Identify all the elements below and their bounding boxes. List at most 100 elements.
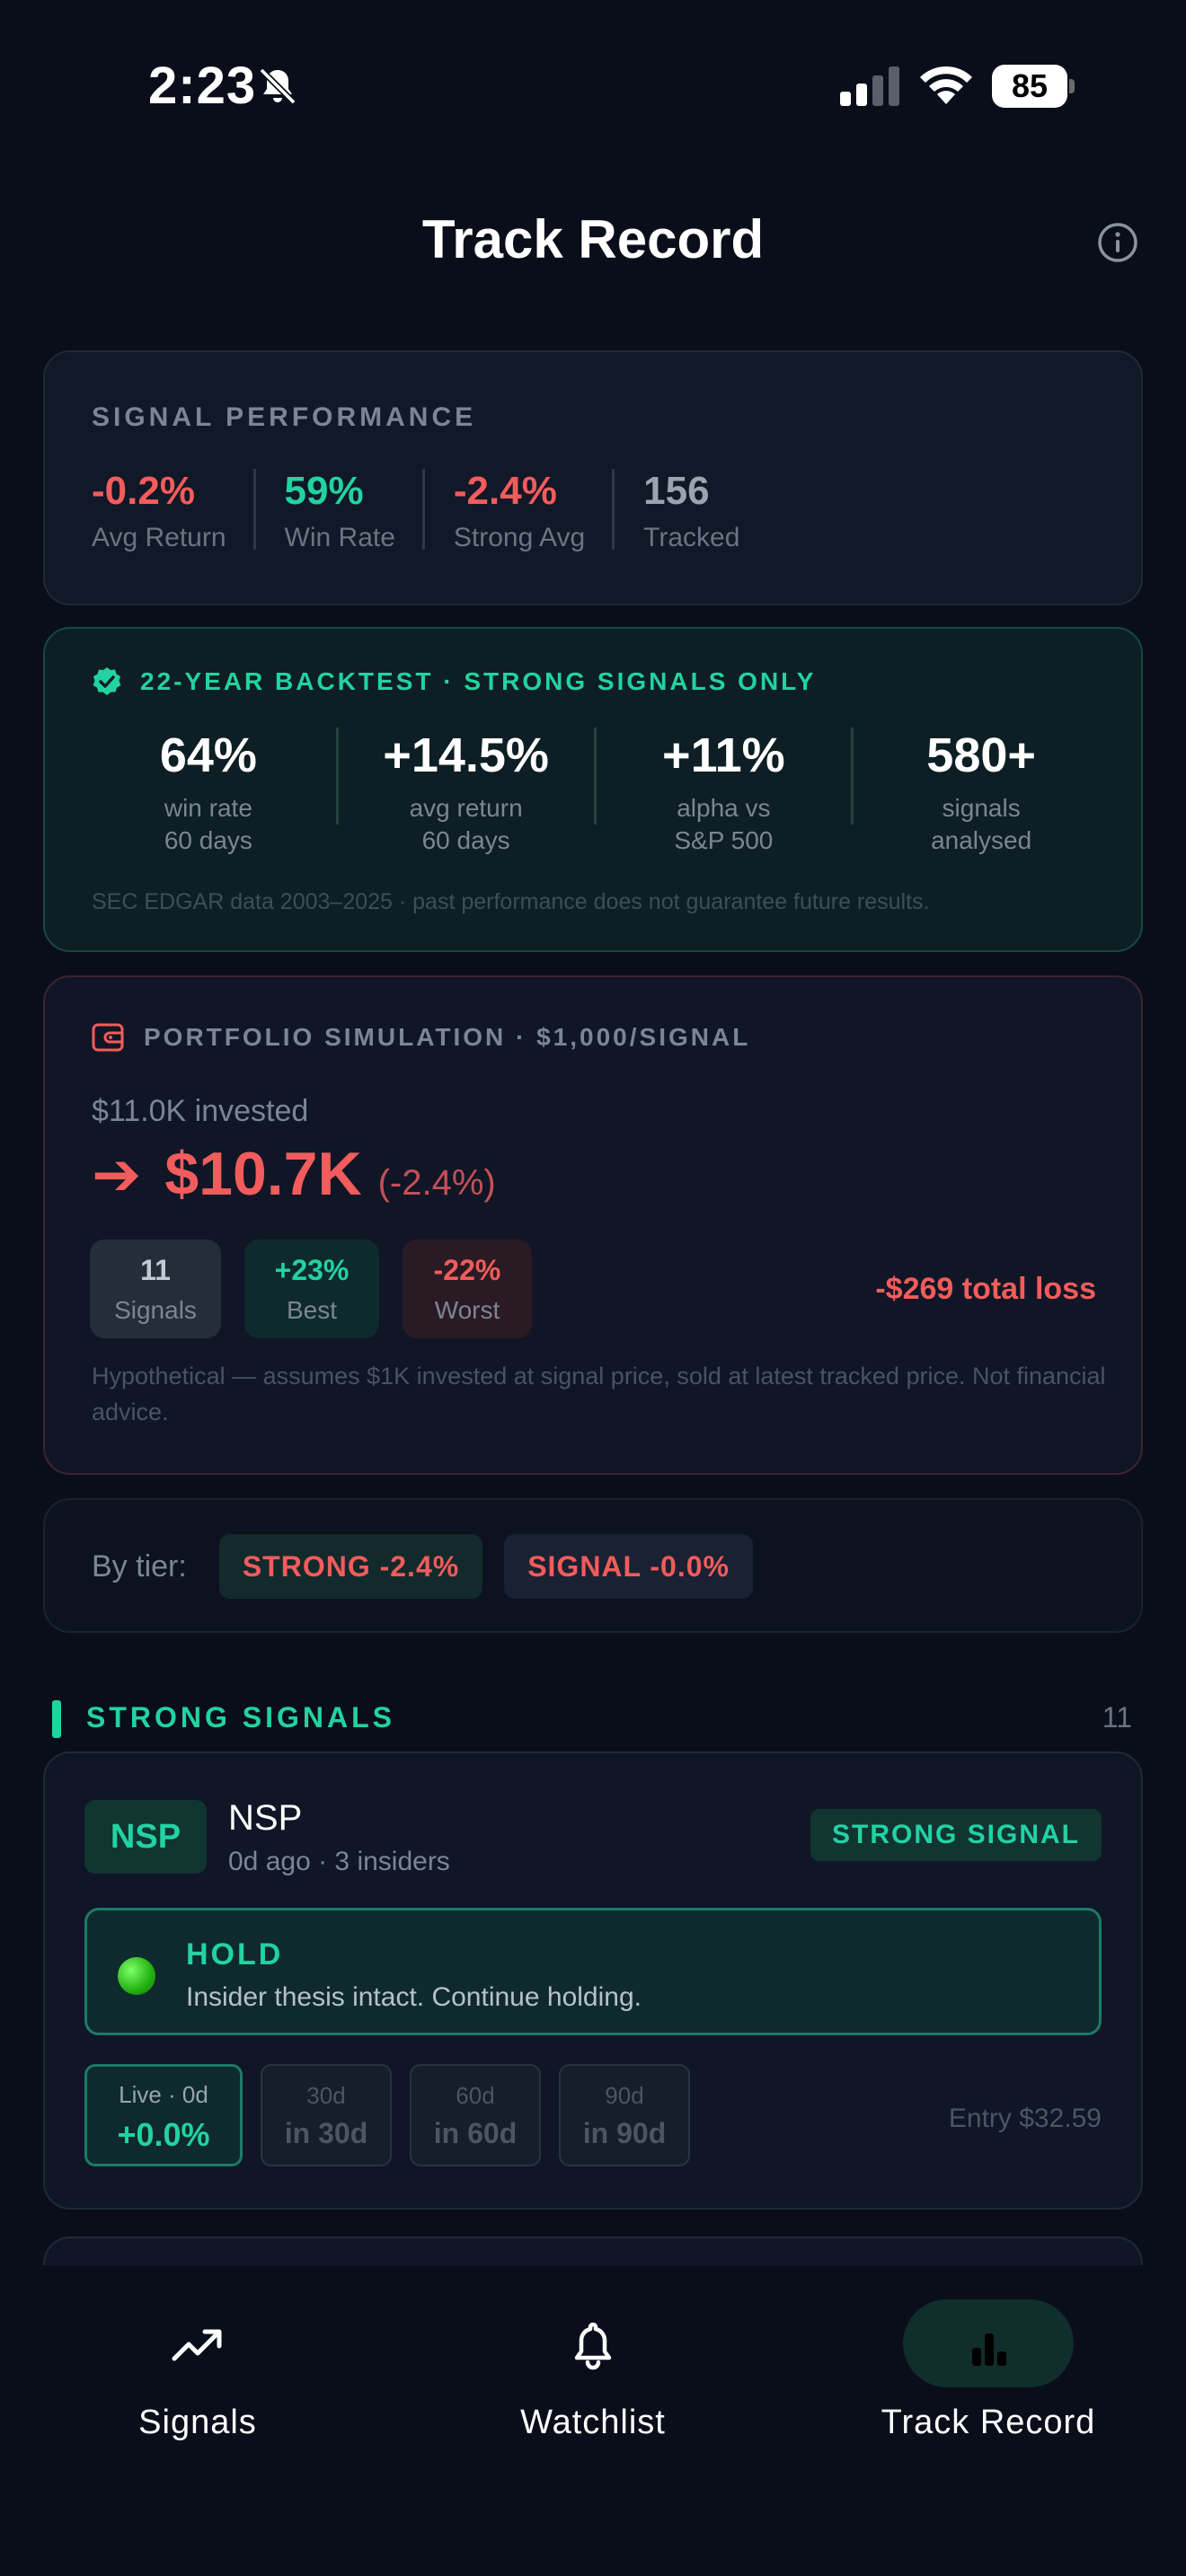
stat-tracked: 156 Tracked — [643, 469, 766, 552]
backtest-title: 22-YEAR BACKTEST · STRONG SIGNALS ONLY — [140, 667, 817, 695]
portfolio-header: PORTFOLIO SIMULATION · $1,000/SIGNAL — [92, 1022, 750, 1053]
info-icon[interactable] — [1096, 221, 1139, 264]
portfolio-total: -$269 total loss — [875, 1272, 1096, 1306]
portfolio-footnote: Hypothetical — assumes $1K invested at s… — [92, 1363, 1106, 1425]
backtest-stat-value: 64% — [159, 728, 257, 782]
backtest-stat-label: avg return 60 days — [409, 794, 523, 854]
hold-description: Insider thesis intact. Continue holding. — [186, 1982, 642, 2012]
period-live[interactable]: Live · 0d +0.0% — [84, 2064, 243, 2166]
stat-label: Avg Return — [92, 523, 226, 552]
hold-status-box: HOLD Insider thesis intact. Continue hol… — [84, 1908, 1102, 2035]
stat-strong-avg: -2.4% Strong Avg — [453, 469, 615, 552]
tab-watchlist[interactable]: Watchlist — [449, 2299, 737, 2442]
backtest-stat-signals: 580+ signals analysed — [854, 728, 1109, 854]
tier-label: By tier: — [92, 1548, 187, 1584]
tab-label: Watchlist — [520, 2404, 666, 2441]
bar-chart-icon — [972, 2333, 1006, 2366]
period-top: 60d — [456, 2082, 495, 2109]
bell-icon — [574, 2322, 612, 2370]
stat-win-rate: 59% Win Rate — [284, 469, 425, 552]
tab-signals[interactable]: Signals — [54, 2299, 341, 2442]
wallet-icon — [92, 1023, 124, 1052]
ticker-name: NSP — [228, 1798, 303, 1838]
tier-chip-strong[interactable]: STRONG -2.4% — [218, 1534, 483, 1599]
backtest-stats: 64% win rate 60 days +14.5% avg return 60 … — [81, 728, 1109, 854]
section-accent-bar — [52, 1700, 61, 1738]
backtest-stat-label: alpha vs S&P 500 — [674, 794, 774, 854]
wifi-icon — [920, 66, 972, 104]
backtest-stat-win-rate: 64% win rate 60 days — [81, 728, 339, 854]
backtest-stat-label: win rate 60 days — [164, 794, 252, 854]
signal-card[interactable]: NSP NSP 0d ago · 3 insiders STRONG SIGNA… — [43, 1751, 1143, 2210]
stat-value: 156 — [643, 469, 710, 513]
chip-best: +23% Best — [244, 1239, 379, 1338]
period-60d[interactable]: 60d in 60d — [410, 2064, 541, 2166]
tier-chip-signal[interactable]: SIGNAL -0.0% — [504, 1534, 753, 1599]
arrow-right-icon: ➔ — [92, 1141, 142, 1207]
period-chips: Live · 0d +0.0% 30d in 30d 60d in 60d 90… — [84, 2064, 708, 2166]
page-title: Track Record — [421, 209, 765, 269]
period-90d[interactable]: 90d in 90d — [559, 2064, 690, 2166]
ticker-badge: NSP — [84, 1800, 207, 1874]
portfolio-chips: 11 Signals +23% Best -22% Worst — [90, 1239, 555, 1338]
chip-label: Worst — [434, 1296, 500, 1324]
portfolio-invested: $11.0K invested — [92, 1094, 309, 1128]
signal-performance-card: SIGNAL PERFORMANCE -0.2% Avg Return 59% … — [43, 350, 1143, 605]
backtest-stat-value: +11% — [662, 728, 785, 782]
tab-track-record[interactable]: Track Record — [845, 2299, 1132, 2442]
tab-bar: Signals Watchlist Track Record — [0, 2265, 1186, 2576]
chip-signals: 11 Signals — [90, 1239, 221, 1338]
backtest-footnote: SEC EDGAR data 2003–2025 · past performa… — [92, 889, 930, 914]
bell-slash-icon — [259, 67, 296, 105]
tier-card: By tier: STRONG -2.4% SIGNAL -0.0% — [43, 1498, 1143, 1633]
period-top: Live · 0d — [119, 2081, 208, 2108]
stat-value: 59% — [284, 469, 364, 513]
backtest-header: 22-YEAR BACKTEST · STRONG SIGNALS ONLY — [92, 666, 816, 697]
tab-label: Track Record — [881, 2404, 1096, 2441]
backtest-stat-value: +14.5% — [383, 728, 549, 782]
battery-level: 85 — [992, 65, 1067, 108]
chip-value: 11 — [140, 1254, 171, 1286]
chip-worst: -22% Worst — [403, 1239, 532, 1338]
period-bottom: in 30d — [284, 2117, 368, 2149]
period-30d[interactable]: 30d in 30d — [261, 2064, 392, 2166]
battery-indicator: 85 — [992, 65, 1075, 108]
backtest-stat-avg-return: +14.5% avg return 60 days — [339, 728, 597, 854]
period-top: 90d — [605, 2082, 644, 2109]
tab-label: Signals — [138, 2404, 257, 2441]
status-bar: 2:23 85 — [0, 0, 1186, 171]
hold-title: HOLD — [186, 1937, 284, 1972]
backtest-stat-label: signals analysed — [931, 794, 1032, 854]
entry-price: Entry $32.59 — [948, 2104, 1102, 2133]
ticker-meta: 0d ago · 3 insiders — [228, 1847, 450, 1876]
period-top: 30d — [306, 2082, 346, 2109]
period-bottom: in 60d — [433, 2117, 518, 2149]
portfolio-value: $10.7K — [164, 1140, 362, 1208]
chip-value: -22% — [433, 1254, 501, 1286]
stat-label: Win Rate — [284, 523, 395, 552]
backtest-stat-value: 580+ — [926, 728, 1036, 782]
portfolio-simulation-card: PORTFOLIO SIMULATION · $1,000/SIGNAL $11… — [43, 975, 1143, 1475]
green-circle-icon — [118, 1957, 155, 1995]
backtest-stat-alpha: +11% alpha vs S&P 500 — [597, 728, 854, 854]
tier-row: By tier: STRONG -2.4% SIGNAL -0.0% — [92, 1534, 774, 1599]
status-time: 2:23 — [148, 57, 257, 115]
signal-performance-label: SIGNAL PERFORMANCE — [92, 402, 477, 432]
verified-badge-icon — [93, 667, 121, 695]
cellular-signal-icon — [840, 66, 899, 106]
stat-value: -0.2% — [92, 469, 195, 513]
trending-up-icon — [172, 2329, 222, 2361]
chip-label: Signals — [114, 1296, 197, 1324]
section-count: 11 — [1102, 1701, 1132, 1734]
backtest-card: 22-YEAR BACKTEST · STRONG SIGNALS ONLY 6… — [43, 627, 1143, 952]
portfolio-title: PORTFOLIO SIMULATION · $1,000/SIGNAL — [144, 1023, 751, 1051]
performance-stats: -0.2% Avg Return 59% Win Rate -2.4% Stro… — [92, 469, 795, 552]
chip-label: Best — [286, 1296, 338, 1324]
stat-avg-return: -0.2% Avg Return — [92, 469, 256, 552]
stat-label: Strong Avg — [453, 523, 586, 552]
stat-label: Tracked — [643, 523, 740, 552]
chip-value: +23% — [274, 1254, 350, 1286]
period-bottom: +0.0% — [117, 2116, 210, 2153]
section-title-strong-signals: STRONG SIGNALS — [86, 1701, 396, 1734]
stat-value: -2.4% — [453, 469, 557, 513]
